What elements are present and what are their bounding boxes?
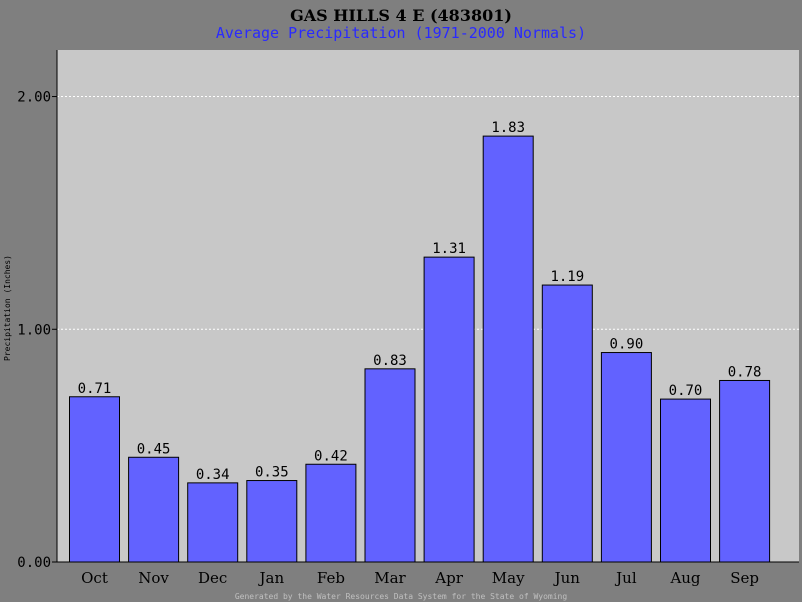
bar-dec (187, 482, 239, 563)
bar-jan (246, 480, 298, 563)
y-tick-label: 2.00 (17, 90, 51, 106)
data-label: 1.83 (491, 120, 525, 136)
x-tick-label: Jul (614, 569, 637, 587)
x-axis-labels: Oct Nov Dec Jan Feb Mar Apr May Jun Jul Aug Sep (81, 569, 759, 587)
bar-oct (69, 396, 120, 563)
data-label: 0.71 (78, 381, 112, 397)
data-label: 0.34 (196, 467, 230, 483)
bar-jun (541, 284, 593, 563)
data-label: 0.70 (669, 383, 703, 399)
bar-sep (719, 379, 771, 563)
x-tick-label: Dec (198, 569, 227, 587)
x-tick-label: Feb (317, 569, 345, 587)
bar-may (482, 135, 534, 563)
y-tick-label: 1.00 (17, 322, 51, 338)
x-tick-label: Oct (81, 569, 108, 587)
x-tick-label: Jan (257, 569, 284, 587)
bar-mar (364, 368, 416, 563)
data-label: 0.45 (137, 441, 171, 457)
data-label: 0.35 (255, 465, 289, 481)
x-tick-label: May (492, 569, 525, 587)
x-tick-label: Apr (434, 569, 463, 587)
data-label: 0.42 (314, 448, 348, 464)
y-tick-label: 0.00 (17, 555, 51, 571)
x-tick-label: Jun (553, 569, 581, 587)
bar-feb (305, 463, 357, 563)
bar-nov (128, 456, 180, 563)
data-label: 0.83 (373, 353, 407, 369)
chart-title: GAS HILLS 4 E (483801) (290, 6, 512, 25)
y-axis-ticks: 0.00 1.00 2.00 (17, 90, 57, 571)
bar-apr (423, 256, 475, 563)
y-axis-label: Precipitation (Inches) (3, 255, 12, 361)
data-label: 0.78 (728, 364, 762, 380)
bars: 0.71 0.45 0.34 0.35 0.42 0.83 1.31 1.83 1.19 0.90… (69, 120, 771, 563)
x-tick-label: Sep (730, 569, 759, 587)
data-label: 1.19 (550, 269, 584, 285)
x-tick-label: Mar (374, 569, 406, 587)
x-tick-label: Aug (669, 569, 700, 587)
data-label: 1.31 (432, 241, 466, 257)
bar-aug (660, 398, 711, 563)
data-label: 0.90 (610, 337, 644, 353)
chart-subtitle: Average Precipitation (1971-2000 Normals… (216, 24, 586, 42)
footer-credit: Generated by the Water Resources Data Sy… (235, 592, 568, 601)
bar-jul (600, 352, 652, 563)
x-tick-label: Nov (138, 569, 169, 587)
